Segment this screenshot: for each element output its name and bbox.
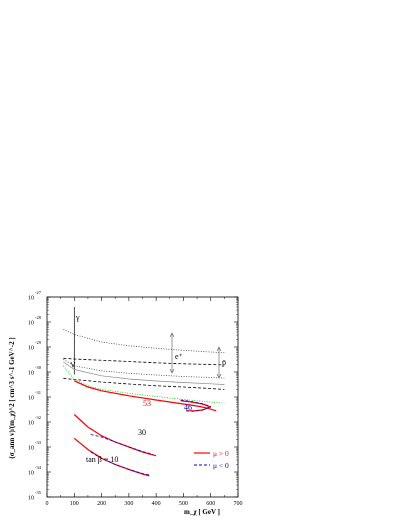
eplus-arrowhead-bottom	[169, 368, 175, 374]
series-pbar-dashed-lower	[63, 377, 225, 390]
eplus-label: e⁺	[175, 352, 183, 361]
series-blue-46-upper	[180, 399, 211, 407]
label-46: 46	[184, 403, 192, 412]
series-layer	[63, 307, 225, 477]
y-tick-label-base: 10	[28, 321, 34, 327]
gamma-arrowhead	[70, 361, 76, 368]
label-30: 30	[138, 428, 146, 437]
pbar-arrowhead-bottom	[216, 373, 222, 379]
series-green-dotted	[63, 365, 225, 404]
label-53: 53	[143, 399, 151, 408]
x-tick-label: 100	[70, 501, 79, 507]
x-tick-label: 200	[97, 501, 106, 507]
y-tick-label-exponent: -30	[35, 365, 42, 370]
x-tick-label: 600	[206, 501, 215, 507]
x-axis-title: m_χ [ GeV ]	[184, 508, 220, 516]
y-tick-label-base: 10	[28, 421, 34, 427]
y-tick-label-exponent: -31	[35, 390, 41, 395]
y-tick-label-exponent: -29	[35, 340, 42, 345]
pbar-arrowhead-top	[216, 346, 222, 352]
series-eplus-dotted-lower	[63, 359, 225, 379]
y-tick-label-exponent: -33	[35, 440, 42, 445]
series-blue-10	[90, 451, 150, 476]
y-tick-label-base: 10	[28, 396, 34, 402]
eplus-arrowhead-top	[169, 332, 175, 338]
y-tick-label-exponent: -27	[35, 290, 42, 295]
x-tick-label: 300	[124, 501, 133, 507]
y-tick-label-base: 10	[28, 496, 34, 502]
x-tick-label: 500	[179, 501, 188, 507]
x-tick-label: 700	[234, 501, 243, 507]
x-tick-label: 400	[152, 501, 161, 507]
legend-label-mu-neg: μ < 0	[213, 461, 229, 470]
series-eplus-dashed-upper	[63, 357, 225, 366]
annotation-layer: γ e⁺ p̄ 53 46 30 tan β = 10 μ > 0 μ < 0	[70, 313, 229, 470]
y-tick-label-exponent: -32	[35, 415, 41, 420]
y-tick-label-base: 10	[28, 471, 34, 477]
pbar-label: p̄	[222, 358, 226, 367]
gamma-label: γ	[75, 313, 80, 322]
y-tick-label-exponent: -28	[35, 315, 42, 320]
y-tick-label-base: 10	[28, 296, 34, 302]
plot-frame	[46, 296, 239, 498]
series-pbar-solid-gray	[63, 361, 225, 385]
legend-label-mu-pos: μ > 0	[213, 449, 229, 458]
label-tanb: tan β = 10	[86, 455, 118, 464]
y-axis-title: (σ_ann v)/(m_χ)^2 [ cm^3 s^-1 GeV^-2 ]	[8, 337, 16, 458]
series-blue-30	[90, 434, 154, 455]
series-gamma-dotted-upper	[63, 329, 225, 354]
x-tick-label: 0	[46, 501, 49, 507]
y-tick-label-base: 10	[28, 371, 34, 377]
y-tick-label-exponent: -35	[35, 490, 42, 495]
y-tick-label-base: 10	[28, 446, 34, 452]
series-red-53	[74, 380, 217, 412]
axis-ticks: 0 100 200 300 400 500 600 70010-2710-2810-2910-…	[28, 290, 243, 507]
y-tick-label-exponent: -34	[35, 465, 42, 470]
y-tick-label-base: 10	[28, 346, 34, 352]
series-blue-46-lower	[186, 406, 211, 412]
